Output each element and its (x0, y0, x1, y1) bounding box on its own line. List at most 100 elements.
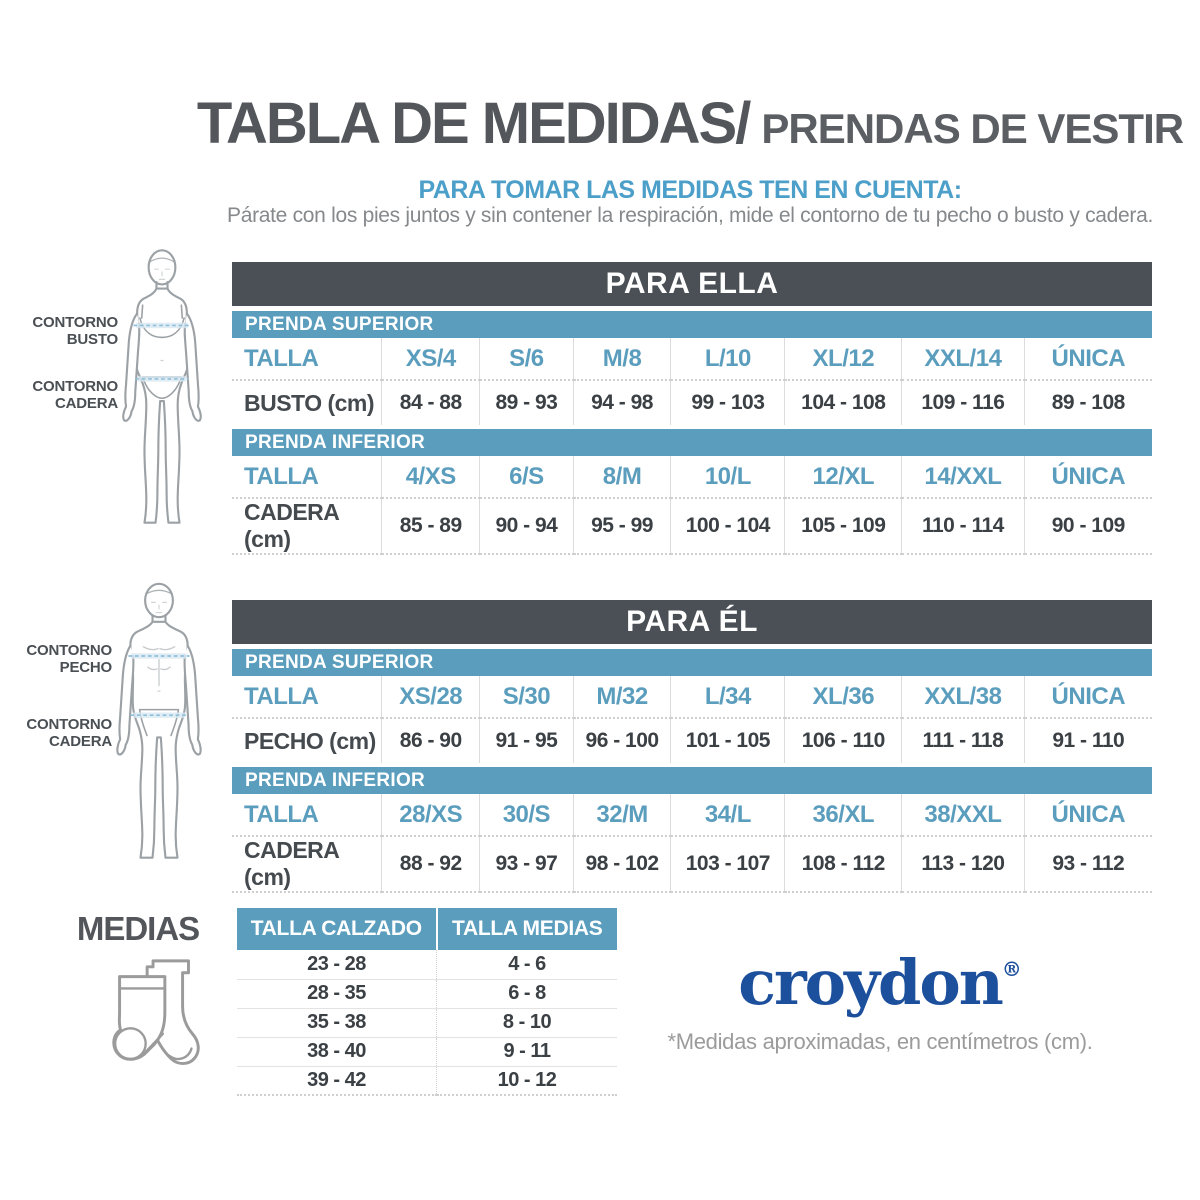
size-cell: XL/12 (784, 338, 902, 381)
table-row: 39 - 42 10 - 12 (237, 1066, 617, 1096)
table-row: 28 - 35 6 - 8 (237, 979, 617, 1009)
measure-cell: 86 - 90 (381, 718, 480, 763)
size-cell: XS/4 (381, 338, 480, 381)
size-cell: 32/M (572, 794, 671, 837)
size-cell: S/30 (478, 676, 574, 719)
size-cell: 12/XL (784, 456, 902, 499)
female-hip-contour-label: CONTORNO CADERA (32, 378, 118, 413)
men-lower-garment-table: TALLA 28/XS 30/S 32/M 34/L 36/XL 38/XXL … (232, 794, 1152, 893)
size-cell: M/32 (572, 676, 671, 719)
measure-cell: 108 - 112 (784, 836, 902, 893)
measure-row-label: CADERA (cm) (232, 836, 382, 893)
sock-size-cell: 10 - 12 (436, 1066, 617, 1096)
size-cell: 8/M (572, 456, 671, 499)
size-cell: 36/XL (784, 794, 902, 837)
size-cell: XS/28 (381, 676, 480, 719)
women-lower-garment-table: TALLA 4/XS 6/S 8/M 10/L 12/XL 14/XXL ÚNI… (232, 456, 1152, 555)
size-cell: ÚNICA (1023, 456, 1152, 499)
table-row: CADERA (cm) 85 - 89 90 - 94 95 - 99 100 … (232, 498, 1152, 555)
size-cell: 10/L (670, 456, 785, 499)
shoe-size-cell: 38 - 40 (237, 1037, 437, 1067)
table-row: TALLA XS/4 S/6 M/8 L/10 XL/12 XXL/14 ÚNI… (232, 338, 1152, 381)
size-cell: 14/XXL (901, 456, 1025, 499)
measure-cell: 104 - 108 (784, 380, 902, 425)
size-cell: 6/S (478, 456, 574, 499)
women-size-table-section: PARA ELLA PRENDA SUPERIOR TALLA XS/4 S/6… (232, 262, 1152, 555)
size-row-label: TALLA (232, 676, 382, 719)
men-section-header: PARA ÉL (232, 600, 1152, 644)
measure-cell: 89 - 108 (1023, 380, 1152, 425)
measure-cell: 89 - 93 (478, 380, 574, 425)
page-title-sub: PRENDAS DE VESTIR (761, 105, 1184, 152)
socks-size-table-section: TALLA CALZADO TALLA MEDIAS 23 - 28 4 - 6… (237, 908, 617, 1096)
size-cell: L/10 (670, 338, 785, 381)
table-row: BUSTO (cm) 84 - 88 89 - 93 94 - 98 99 - … (232, 380, 1152, 425)
shoe-size-cell: 23 - 28 (237, 950, 437, 980)
measure-row-label: PECHO (cm) (244, 727, 376, 754)
sock-size-cell: 6 - 8 (436, 979, 617, 1009)
measure-cell: 84 - 88 (381, 380, 480, 425)
table-row: 35 - 38 8 - 10 (237, 1008, 617, 1038)
measure-cell: 109 - 116 (901, 380, 1025, 425)
size-cell: 30/S (478, 794, 574, 837)
socks-size-table: TALLA CALZADO TALLA MEDIAS 23 - 28 4 - 6… (237, 908, 617, 1096)
shoe-size-column-header: TALLA CALZADO (237, 908, 437, 950)
measure-cell: 101 - 105 (670, 718, 785, 763)
brand-block: croydon® *Medidas aproximadas, en centím… (660, 950, 1100, 1055)
measure-cell: 110 - 114 (901, 498, 1025, 555)
measure-cell: 105 - 109 (784, 498, 902, 555)
measure-cell: 111 - 118 (901, 718, 1025, 763)
measurements-footnote: *Medidas aproximadas, en centímetros (cm… (667, 1029, 1093, 1055)
measure-cell: 93 - 112 (1023, 836, 1152, 893)
men-upper-garment-band: PRENDA SUPERIOR (232, 649, 1152, 676)
socks-section-title: MEDIAS (76, 910, 200, 947)
socks-icon (112, 959, 200, 1066)
measure-cell: 90 - 94 (478, 498, 574, 555)
page-title-main: TABLA DE MEDIDAS/ (196, 91, 751, 156)
male-figure-icon (116, 582, 202, 859)
measure-cell: 88 - 92 (381, 836, 480, 893)
measure-cell: 94 - 98 (572, 380, 671, 425)
shoe-size-cell: 28 - 35 (237, 979, 437, 1009)
men-lower-garment-band: PRENDA INFERIOR (232, 767, 1152, 794)
male-chest-contour-label: CONTORNO PECHO (26, 642, 112, 677)
women-section-header: PARA ELLA (232, 262, 1152, 306)
size-cell: XXL/14 (901, 338, 1025, 381)
size-row-label: TALLA (232, 794, 382, 837)
table-row: 38 - 40 9 - 11 (237, 1037, 617, 1067)
measure-cell: 90 - 109 (1023, 498, 1152, 555)
size-cell: S/6 (478, 338, 574, 381)
women-upper-garment-band: PRENDA SUPERIOR (232, 311, 1152, 338)
sock-size-column-header: TALLA MEDIAS (435, 908, 617, 950)
table-row: TALLA 28/XS 30/S 32/M 34/L 36/XL 38/XXL … (232, 794, 1152, 837)
measure-cell: 98 - 102 (572, 836, 671, 893)
size-cell: 28/XS (381, 794, 480, 837)
shoe-size-cell: 39 - 42 (237, 1066, 437, 1096)
measure-cell: 85 - 89 (381, 498, 480, 555)
men-upper-garment-table: TALLA XS/28 S/30 M/32 L/34 XL/36 XXL/38 … (232, 676, 1152, 763)
measuring-instructions-heading: PARA TOMAR LAS MEDIDAS TEN EN CUENTA: (418, 176, 962, 204)
page-title: TABLA DE MEDIDAS/PRENDAS DE VESTIR (150, 90, 1200, 157)
size-cell: XL/36 (784, 676, 902, 719)
size-cell: ÚNICA (1023, 794, 1152, 837)
table-header-row: TALLA CALZADO TALLA MEDIAS (237, 908, 617, 950)
table-row: 23 - 28 4 - 6 (237, 950, 617, 980)
table-row: CADERA (cm) 88 - 92 93 - 97 98 - 102 103… (232, 836, 1152, 893)
size-cell: ÚNICA (1023, 676, 1152, 719)
measure-cell: 99 - 103 (670, 380, 785, 425)
size-row-label: TALLA (232, 338, 382, 381)
registered-trademark-symbol: ® (1001, 957, 1022, 981)
measure-cell: 93 - 97 (478, 836, 574, 893)
women-upper-garment-table: TALLA XS/4 S/6 M/8 L/10 XL/12 XXL/14 ÚNI… (232, 338, 1152, 425)
size-cell: ÚNICA (1023, 338, 1152, 381)
measure-cell: 106 - 110 (784, 718, 902, 763)
sock-size-cell: 8 - 10 (436, 1008, 617, 1038)
male-hip-contour-label: CONTORNO CADERA (26, 716, 112, 751)
measure-cell: 103 - 107 (670, 836, 785, 893)
size-cell: 38/XXL (901, 794, 1025, 837)
sock-size-cell: 9 - 11 (436, 1037, 617, 1067)
measure-row-label: BUSTO (cm) (244, 389, 375, 416)
measure-cell: 100 - 104 (670, 498, 785, 555)
size-cell: XXL/38 (901, 676, 1025, 719)
measure-cell: 95 - 99 (572, 498, 671, 555)
